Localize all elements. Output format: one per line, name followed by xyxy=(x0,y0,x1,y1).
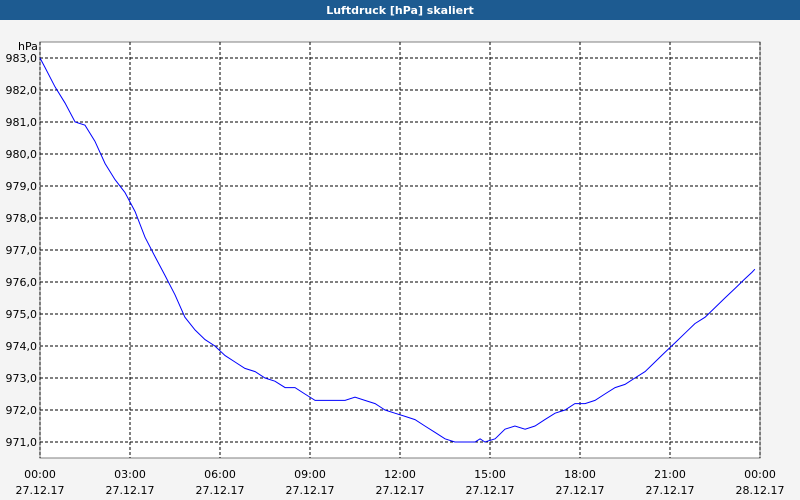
x-tick-label: 03:00 xyxy=(114,468,146,481)
x-tick-label: 09:00 xyxy=(294,468,326,481)
chart-title: Luftdruck [hPa] skaliert xyxy=(326,4,474,17)
y-tick-label: 979,0 xyxy=(6,180,38,193)
y-tick-label: 972,0 xyxy=(6,404,38,417)
y-tick-label: 975,0 xyxy=(6,308,38,321)
y-tick-label: 971,0 xyxy=(6,436,38,449)
data-line xyxy=(39,57,756,443)
x-tick-date: 27.12.17 xyxy=(16,484,65,497)
x-tick-label: 00:00 xyxy=(24,468,56,481)
x-tick-label: 21:00 xyxy=(654,468,686,481)
title-bar xyxy=(0,0,800,20)
x-tick-date: 27.12.17 xyxy=(466,484,515,497)
y-tick-label: 983,0 xyxy=(6,52,38,65)
x-tick-label: 15:00 xyxy=(474,468,506,481)
x-tick-date: 27.12.17 xyxy=(106,484,155,497)
y-tick-label: 974,0 xyxy=(6,340,38,353)
x-tick-label: 18:00 xyxy=(564,468,596,481)
y-axis-label: hPa xyxy=(18,40,38,53)
x-tick-date: 27.12.17 xyxy=(196,484,245,497)
y-tick-label: 980,0 xyxy=(6,148,38,161)
x-tick-date: 27.12.17 xyxy=(646,484,695,497)
y-tick-label: 973,0 xyxy=(6,372,38,385)
x-tick-date: 28.12.17 xyxy=(736,484,785,497)
x-tick-label: 06:00 xyxy=(204,468,236,481)
x-tick-date: 27.12.17 xyxy=(376,484,425,497)
x-tick-date: 27.12.17 xyxy=(556,484,605,497)
y-tick-label: 977,0 xyxy=(6,244,38,257)
x-tick-label: 00:00 xyxy=(744,468,776,481)
x-tick-date: 27.12.17 xyxy=(286,484,335,497)
x-tick-label: 12:00 xyxy=(384,468,416,481)
y-tick-label: 976,0 xyxy=(6,276,38,289)
y-tick-label: 982,0 xyxy=(6,84,38,97)
y-tick-label: 978,0 xyxy=(6,212,38,225)
y-tick-label: 981,0 xyxy=(6,116,38,129)
